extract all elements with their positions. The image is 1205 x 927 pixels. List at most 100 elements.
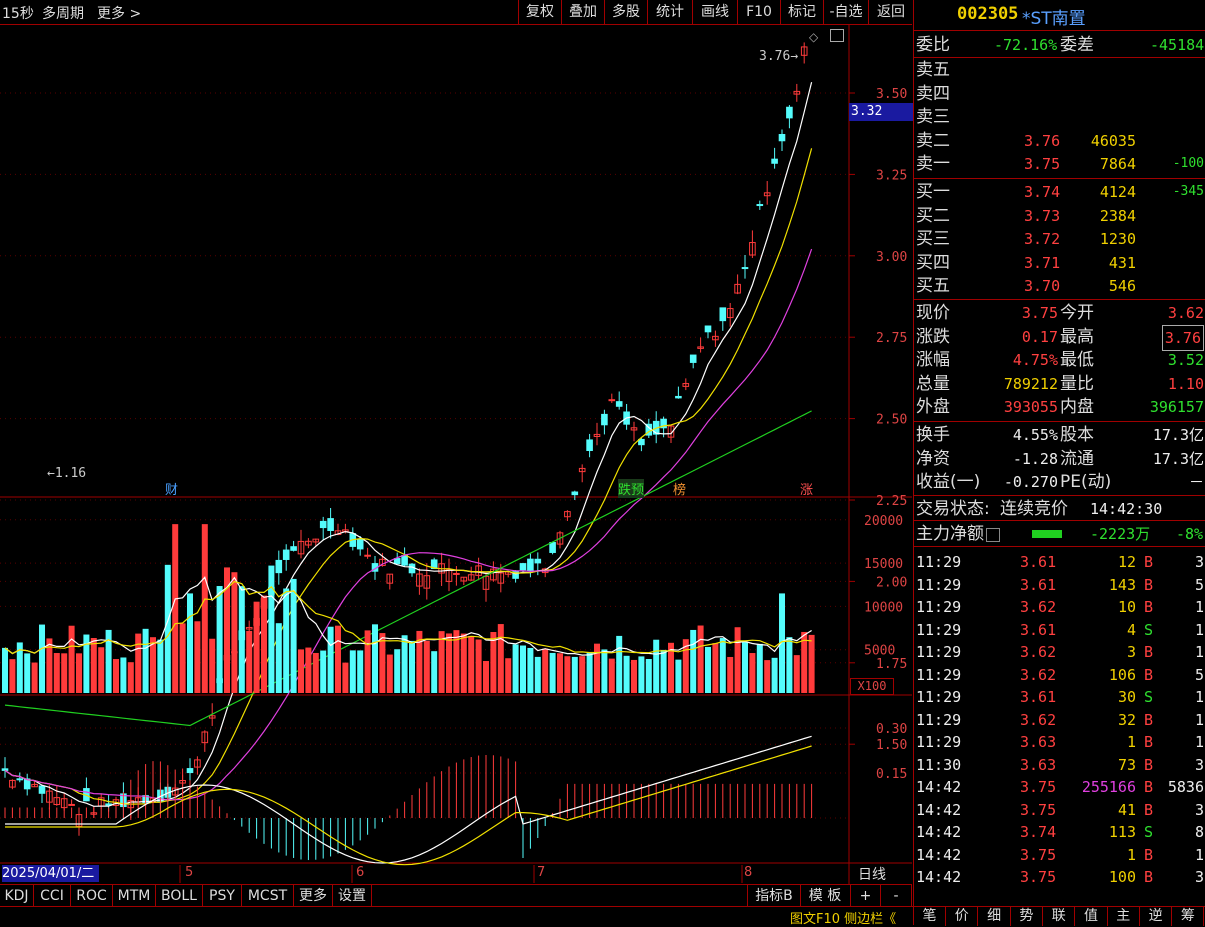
bid-row[interactable]: 买二 3.73 2384 — [914, 204, 1205, 228]
candle-body — [467, 574, 475, 581]
volume-bar — [505, 658, 512, 693]
volume-bar — [616, 635, 623, 693]
ask-change: -100 — [1172, 156, 1204, 171]
volume-bar — [401, 635, 408, 693]
volume-axis-label: 10000 — [864, 600, 903, 615]
tab-mcst[interactable]: MCST — [242, 885, 294, 907]
ask-row[interactable]: 卖二 3.76 46035 — [914, 129, 1205, 153]
bid-row[interactable]: 买一 3.74 4124 -345 — [914, 180, 1205, 204]
candle-body — [571, 491, 579, 496]
tab-boll[interactable]: BOLL — [156, 885, 203, 907]
tick-row: 11:29 3.63 1 B 1 — [914, 731, 1205, 754]
zoom-out-button[interactable]: - — [881, 885, 912, 907]
f10-sidebar-link[interactable]: 图文F10 侧边栏《 — [790, 912, 897, 927]
candle-body — [490, 568, 497, 581]
tick-time: 11:29 — [916, 710, 962, 729]
candle-body — [401, 554, 408, 566]
side-tab[interactable]: 逆 — [1140, 907, 1173, 926]
tab-settings[interactable]: 设置 — [333, 885, 372, 907]
tick-price: 3.62 — [1020, 710, 1057, 729]
candle-body — [290, 546, 297, 551]
candle-body — [734, 283, 741, 294]
side-tab[interactable]: 筹 — [1172, 907, 1205, 926]
ask-row[interactable]: 卖四 — [914, 82, 1205, 106]
volume-bar — [379, 633, 386, 693]
list-icon[interactable] — [986, 528, 1000, 542]
statistics-button[interactable]: 统计 — [647, 0, 692, 24]
bid-row[interactable]: 买五 3.70 546 — [914, 274, 1205, 298]
side-tab[interactable]: 联 — [1043, 907, 1076, 926]
volume-bar — [734, 627, 741, 693]
kline-chart[interactable]: 3.50 3.25 3.00 2.75 2.50 2.25 2.00 1.75 1.50 2000… — [0, 25, 912, 885]
tab-psy[interactable]: PSY — [203, 885, 242, 907]
multi-stock-button[interactable]: 多股 — [604, 0, 647, 24]
tick-volume: 1 — [1126, 845, 1136, 864]
quote-label: 最高 — [1060, 326, 1094, 347]
draw-line-button[interactable]: 画线 — [692, 0, 737, 24]
f10-button[interactable]: F10 — [737, 0, 780, 24]
back-button[interactable]: 返回 — [868, 0, 913, 24]
ask-row[interactable]: 卖三 — [914, 105, 1205, 129]
price-axis-label: 3.50 — [876, 87, 907, 102]
candle-body — [675, 395, 682, 399]
indicator-b-button[interactable]: 指标B — [747, 885, 801, 907]
month-label-8: 8 — [744, 865, 753, 880]
tab-cci[interactable]: CCI — [34, 885, 71, 907]
tab-kdj[interactable]: KDJ — [0, 885, 34, 907]
ask-row[interactable]: 卖一 3.75 7864 -100 — [914, 152, 1205, 176]
window-toggle-icon[interactable] — [830, 29, 844, 42]
adjust-button[interactable]: 复权 — [518, 0, 561, 24]
quote-row: 外盘 393055 内盘 396157 — [914, 395, 1205, 419]
month-label-5: 5 — [185, 865, 194, 880]
price-axis-label: 3.00 — [876, 250, 907, 265]
side-tab[interactable]: 值 — [1076, 907, 1108, 926]
limit-up-marker[interactable]: 涨 — [800, 483, 814, 498]
tick-time: 11:29 — [916, 665, 962, 684]
bid-row[interactable]: 买三 3.72 1230 — [914, 227, 1205, 251]
volume-bar — [9, 659, 16, 693]
side-tab[interactable]: 价 — [946, 907, 979, 926]
quote-row: 涨跌 0.17 最高 3.76 — [914, 324, 1205, 351]
volume-bar — [224, 567, 230, 693]
overlay-button[interactable]: 叠加 — [561, 0, 604, 24]
side-tab[interactable]: 主 — [1108, 907, 1140, 926]
drop-forecast-marker[interactable]: 跌预 — [618, 479, 645, 498]
quote-label: 现价 — [916, 303, 950, 323]
bid-label: 买四 — [916, 252, 950, 273]
volume-bar — [113, 659, 119, 693]
volume-bar — [660, 649, 667, 693]
moving-averages — [4, 82, 813, 807]
tick-side: S — [1144, 620, 1154, 639]
diamond-icon[interactable]: ◇ — [809, 30, 819, 44]
mark-button[interactable]: 标记 — [780, 0, 823, 24]
volume-bar — [431, 651, 438, 693]
template-button[interactable]: 模 板 — [800, 885, 851, 907]
indicator-tabs: KDJ CCI ROC MTM BOLL PSY MCST 更多 设置 指标B … — [0, 884, 912, 907]
volume-bar — [53, 653, 60, 693]
ask-row[interactable]: 卖五 — [914, 58, 1205, 82]
tab-more[interactable]: 更多 — [294, 885, 333, 907]
remove-watchlist-button[interactable]: -自选 — [823, 0, 868, 24]
ranking-marker[interactable]: 榜 — [673, 483, 687, 498]
tab-mtm[interactable]: MTM — [113, 885, 156, 907]
candle-body — [534, 558, 542, 564]
financial-report-marker[interactable]: 财 — [165, 483, 179, 498]
more-menu-button[interactable]: 更多 > — [97, 6, 142, 22]
date-cursor-label: 2025/04/01/二 — [2, 865, 99, 882]
candle-body — [16, 778, 24, 781]
bid-row[interactable]: 买四 3.71 431 — [914, 251, 1205, 275]
period-15s-button[interactable]: 15秒 — [2, 6, 34, 22]
quote-value: 3.76 — [1161, 324, 1204, 351]
quote-label: 内盘 — [1060, 397, 1094, 417]
side-tab[interactable]: 笔 — [914, 907, 946, 926]
candle-body — [527, 558, 534, 571]
period-daily-label[interactable]: 日线 — [858, 867, 886, 883]
side-tab[interactable]: 细 — [979, 907, 1011, 926]
tab-roc[interactable]: ROC — [71, 885, 113, 907]
zoom-in-button[interactable]: + — [851, 885, 881, 907]
volume-bar — [335, 625, 341, 693]
tick-time: 11:29 — [916, 688, 962, 706]
side-tab[interactable]: 势 — [1011, 907, 1043, 926]
multi-period-button[interactable]: 多周期 — [42, 6, 84, 22]
quote-value: 396157 — [1149, 398, 1204, 416]
